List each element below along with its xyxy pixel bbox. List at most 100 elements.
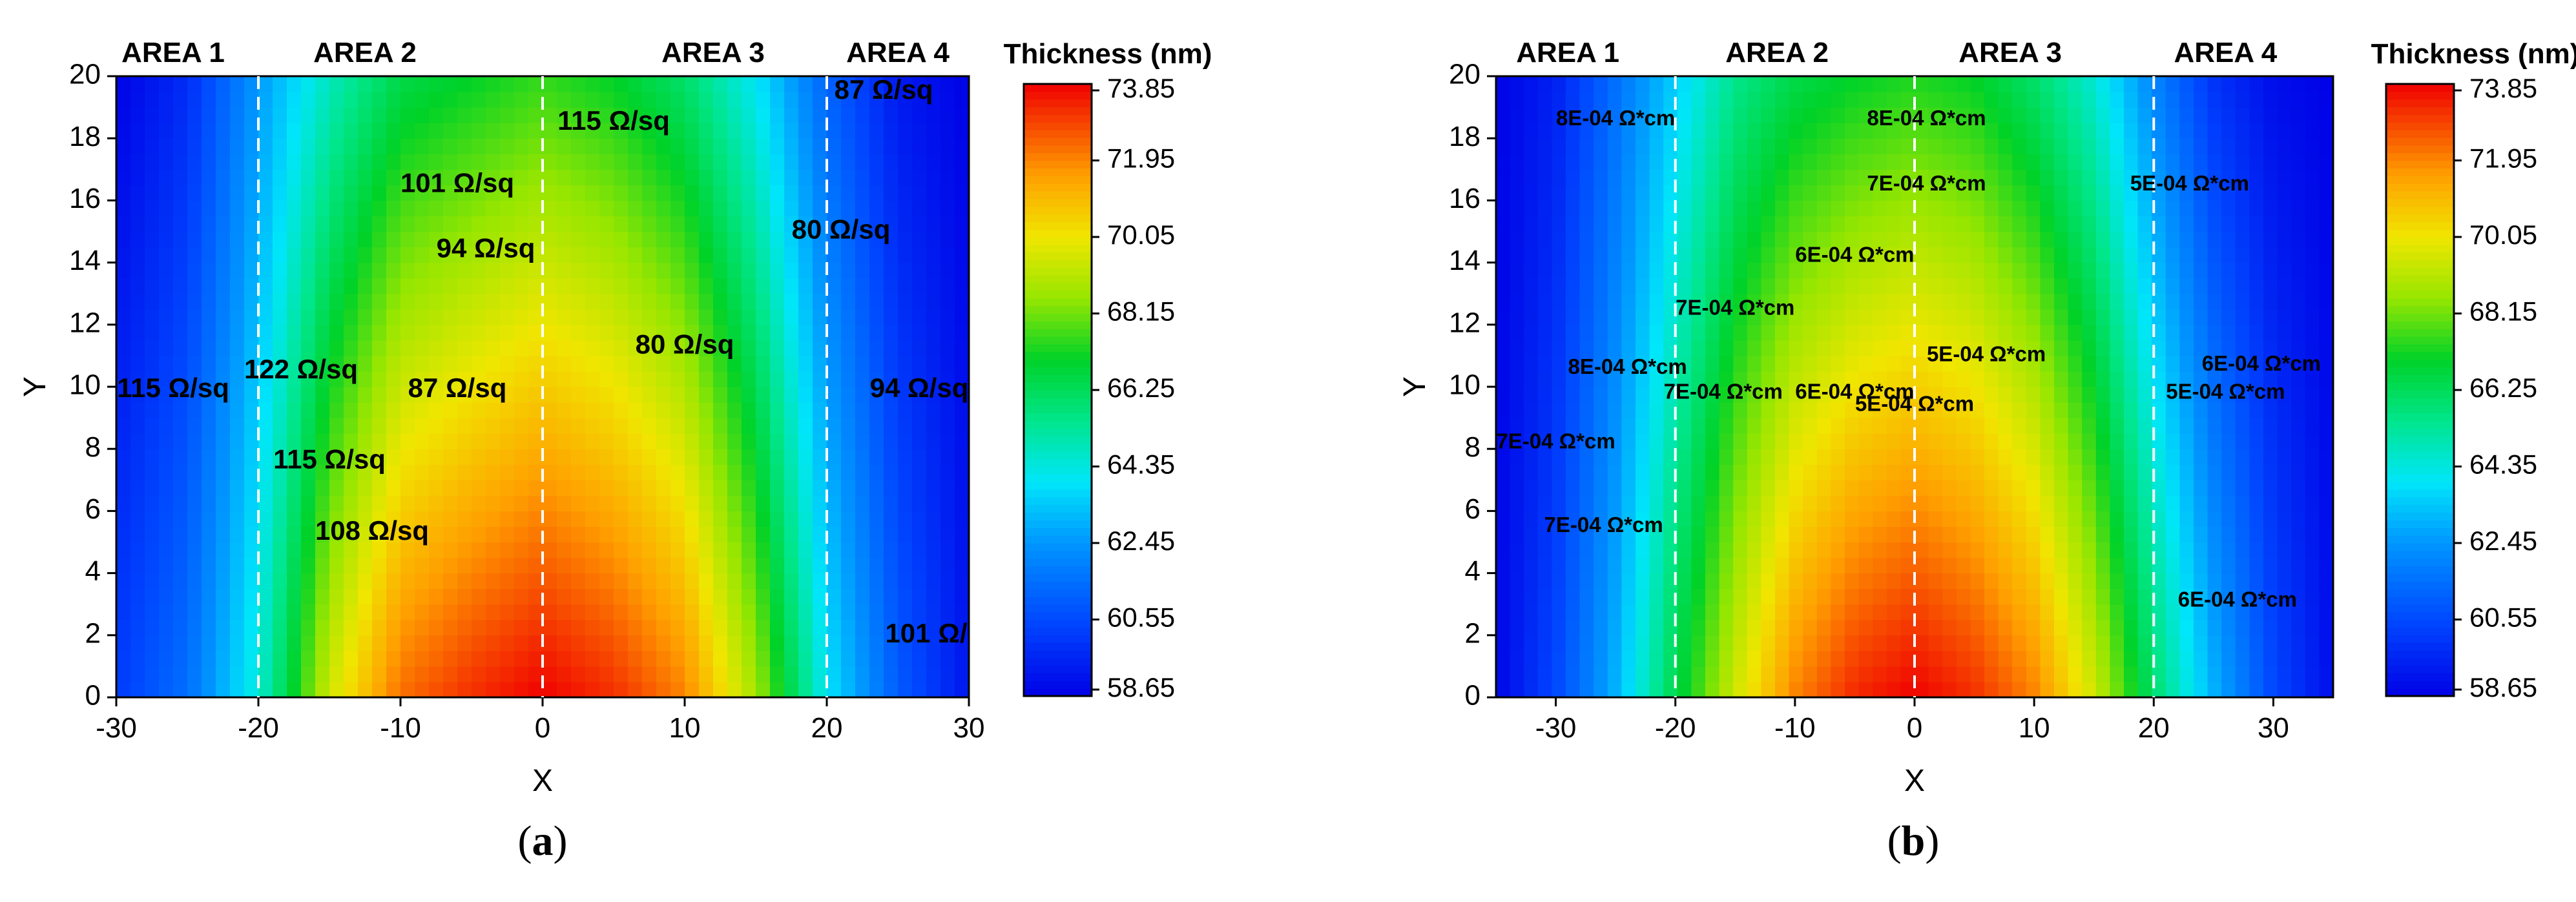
heatmap-cell — [955, 588, 970, 605]
heatmap-cell — [1677, 247, 1692, 263]
heatmap-cell — [869, 619, 884, 636]
heatmap-cell — [301, 542, 316, 559]
heatmap-cell — [1886, 666, 1901, 682]
heatmap-cell — [798, 107, 813, 123]
heatmap-cell — [742, 92, 756, 108]
heatmap-cell — [756, 588, 771, 605]
heatmap-cell — [2012, 542, 2027, 559]
heatmap-cell — [926, 511, 941, 528]
heatmap-cell — [472, 309, 486, 325]
heatmap-cell — [244, 76, 259, 92]
heatmap-cell — [2068, 123, 2083, 139]
colorbar-tick-label: 70.05 — [1107, 220, 1175, 250]
heatmap-cell — [912, 387, 927, 403]
heatmap-cell — [1816, 449, 1831, 465]
heatmap-cell — [329, 309, 344, 325]
heatmap-cell — [1719, 681, 1734, 698]
heatmap-cell — [372, 185, 387, 201]
heatmap-cell — [2012, 200, 2027, 217]
heatmap-cell — [372, 449, 387, 465]
heatmap-cell — [1691, 619, 1706, 636]
heatmap-cell — [2235, 76, 2250, 92]
heatmap-cell — [1831, 495, 1845, 511]
heatmap-cell — [798, 340, 813, 356]
heatmap-cell — [358, 138, 373, 154]
heatmap-cell — [329, 340, 344, 356]
heatmap-cell — [742, 433, 756, 449]
heatmap-cell — [642, 573, 657, 589]
heatmap-cell — [400, 216, 415, 232]
heatmap-cell — [2165, 464, 2180, 480]
heatmap-cell — [1566, 666, 1581, 682]
heatmap-cell — [372, 418, 387, 434]
heatmap-cell — [614, 480, 628, 496]
heatmap-cell — [599, 76, 614, 92]
heatmap-cell — [1677, 681, 1692, 698]
heatmap-cell — [884, 557, 898, 574]
heatmap-cell — [1621, 107, 1636, 123]
heatmap-cell — [528, 216, 543, 232]
heatmap-cell — [1789, 387, 1803, 403]
heatmap-cell — [2263, 604, 2278, 620]
heatmap-cell — [2054, 573, 2069, 589]
heatmap-cell — [486, 588, 501, 605]
heatmap-cell — [244, 433, 259, 449]
heatmap-cell — [543, 635, 557, 651]
heatmap-cell — [1594, 588, 1608, 605]
heatmap-cell — [585, 123, 600, 139]
heatmap-cell — [841, 464, 856, 480]
heatmap-cell — [2152, 387, 2166, 403]
heatmap-cell — [2263, 262, 2278, 279]
heatmap-cell — [2319, 619, 2334, 636]
heatmap-cell — [372, 387, 387, 403]
heatmap-cell — [855, 650, 870, 667]
heatmap-cell — [1594, 681, 1608, 698]
heatmap-cell — [2165, 635, 2180, 651]
heatmap-cell — [2319, 231, 2334, 248]
heatmap-cell — [2165, 666, 2180, 682]
heatmap-cell — [1915, 216, 1929, 232]
heatmap-cell — [2040, 293, 2055, 310]
heatmap-cell — [543, 449, 557, 465]
heatmap-cell — [656, 247, 671, 263]
heatmap-cell — [1900, 433, 1915, 449]
heatmap-cell — [2124, 324, 2139, 341]
heatmap-cell — [841, 480, 856, 496]
heatmap-cell — [2235, 588, 2250, 605]
heatmap-cell — [1524, 278, 1539, 294]
heatmap-cell — [2110, 76, 2124, 92]
heatmap-cell — [173, 138, 188, 154]
heatmap-cell — [2137, 138, 2152, 154]
heatmap-cell — [216, 495, 231, 511]
heatmap-cell — [770, 588, 785, 605]
heatmap-cell — [1579, 169, 1594, 185]
heatmap-cell — [2054, 619, 2069, 636]
heatmap-cell — [1789, 309, 1803, 325]
heatmap-cell — [1789, 418, 1803, 434]
heatmap-cell — [2263, 185, 2278, 201]
heatmap-cell — [2207, 681, 2222, 698]
heatmap-cell — [1733, 107, 1748, 123]
heatmap-cell — [500, 107, 515, 123]
heatmap-cell — [329, 666, 344, 682]
heatmap-cell — [315, 185, 330, 201]
heatmap-cell — [1733, 169, 1748, 185]
heatmap-cell — [1566, 309, 1581, 325]
heatmap-cell — [1636, 231, 1650, 248]
heatmap-cell — [1956, 402, 1971, 418]
heatmap-cell — [1928, 107, 1943, 123]
heatmap-cell — [2124, 418, 2139, 434]
heatmap-cell — [514, 216, 529, 232]
heatmap-cell — [1789, 402, 1803, 418]
heatmap-cell — [1928, 76, 1943, 92]
heatmap-cell — [1845, 511, 1860, 528]
heatmap-cell — [1552, 402, 1566, 418]
heatmap-cell — [1594, 138, 1608, 154]
heatmap-cell — [841, 247, 856, 263]
heatmap-cell — [2277, 76, 2292, 92]
heatmap-cell — [145, 138, 160, 154]
heatmap-cell — [571, 123, 586, 139]
heatmap-cell — [1607, 200, 1622, 217]
heatmap-cell — [344, 262, 358, 279]
heatmap-cell — [2012, 154, 2027, 170]
